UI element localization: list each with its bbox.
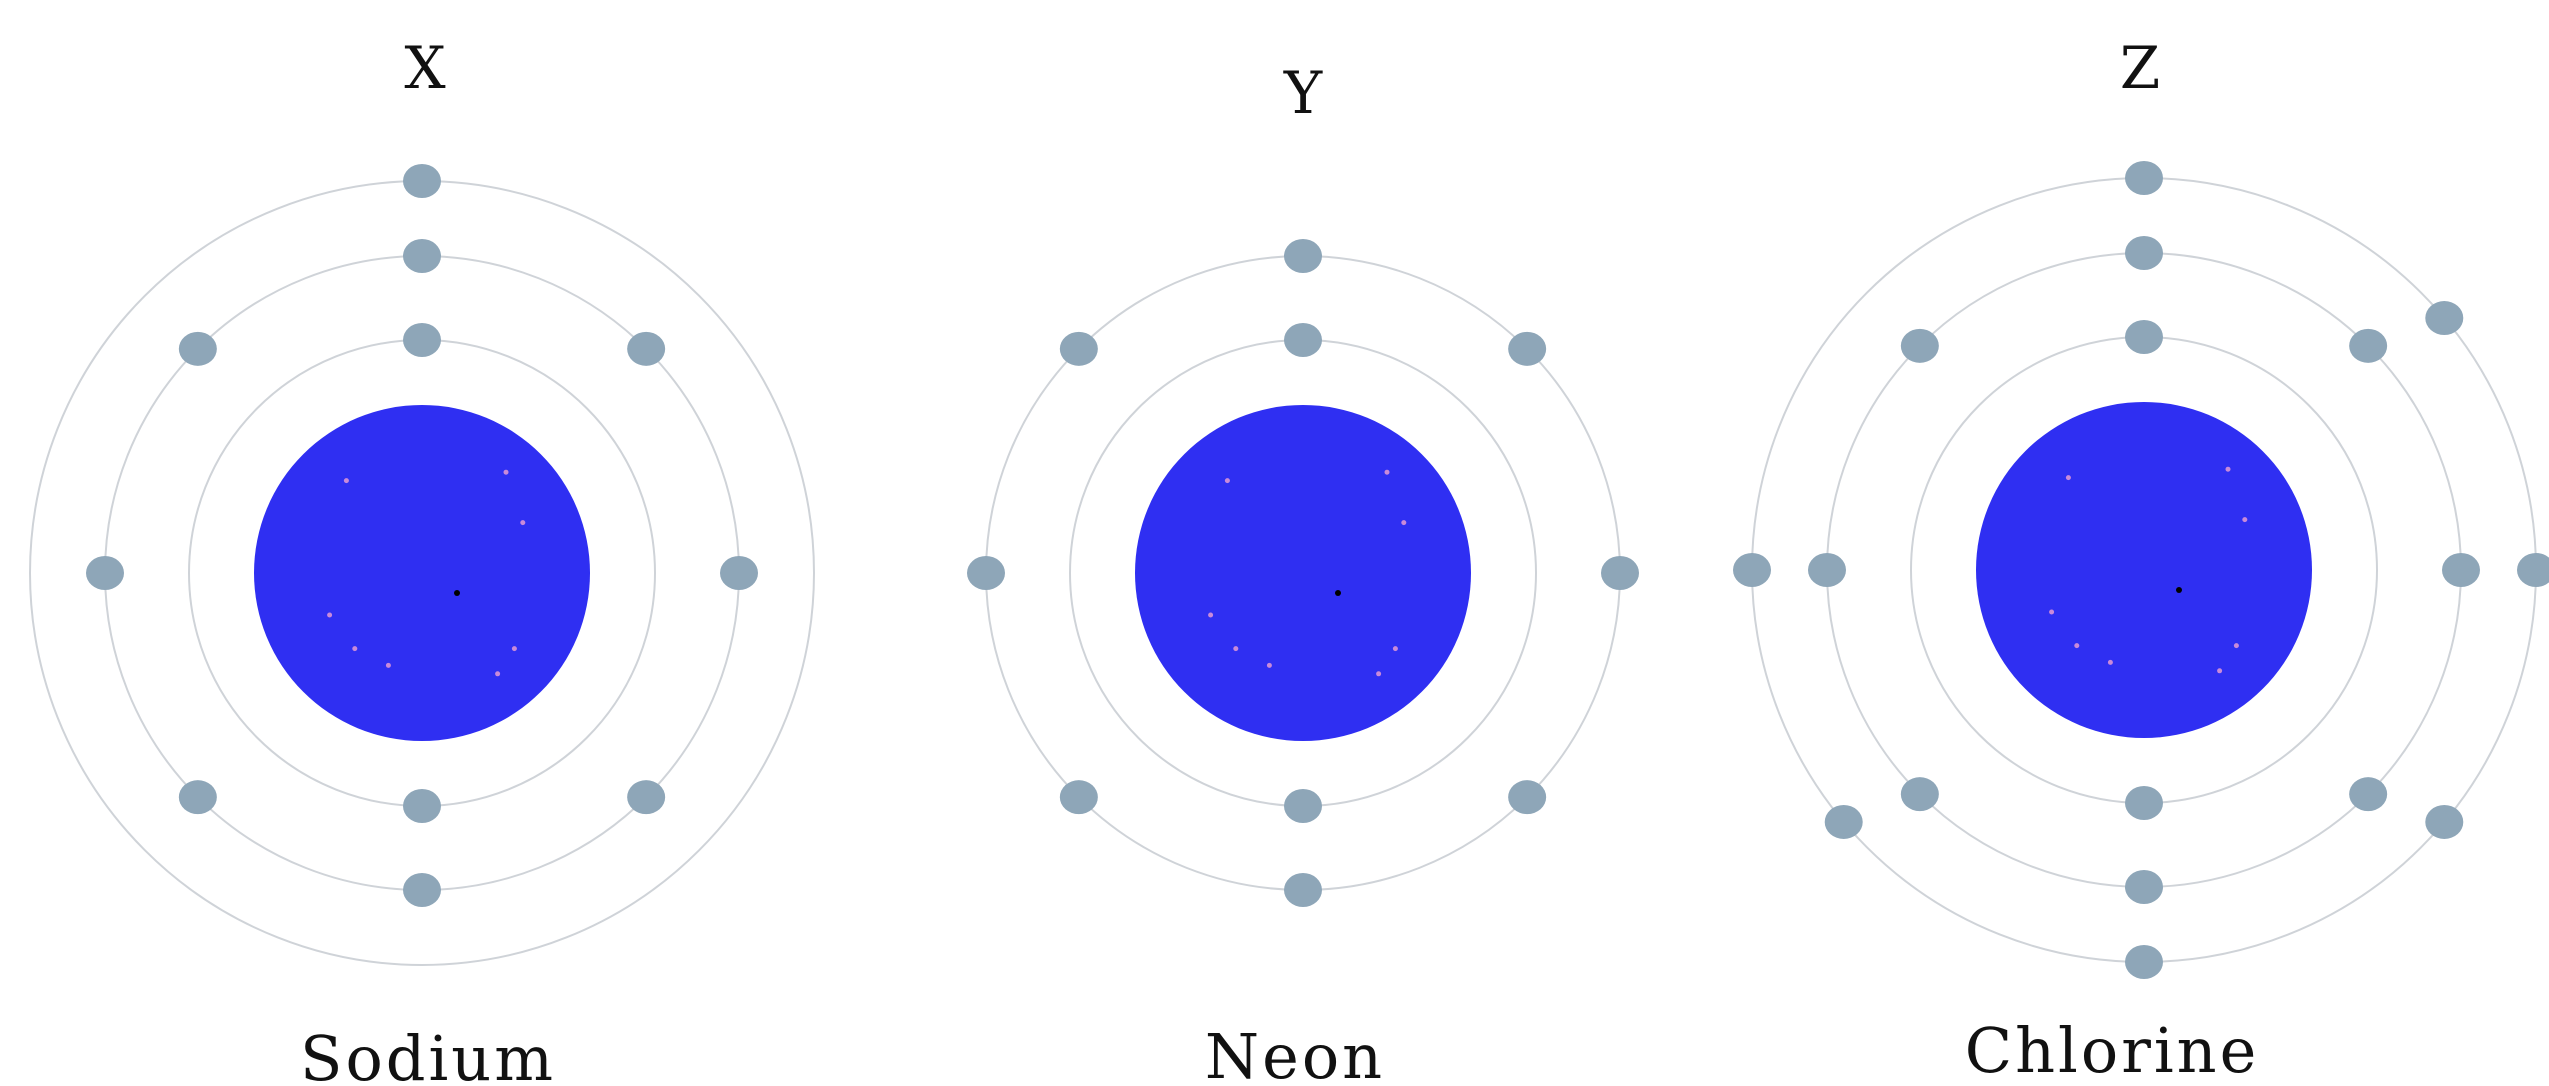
atom-z-nucleus-speck <box>2225 466 2231 472</box>
atom-y-nucleus-speck <box>1376 671 1382 677</box>
atom-z-shells <box>1733 161 2549 979</box>
atom-y-electron-shell-2-5 <box>1284 873 1322 907</box>
atom-z-electron-shell-2-4 <box>2349 777 2388 812</box>
atom-z-electron-shell-2-7 <box>1808 553 1846 587</box>
atom-x-nucleus-speck <box>511 646 517 652</box>
atom-y-nucleus-center <box>1335 590 1341 596</box>
atom-z-electron-shell-3-7 <box>1733 553 1771 587</box>
atom-z-electron-shell-3-2 <box>2425 301 2464 336</box>
atom-x-nucleus-speck <box>343 478 349 484</box>
atom-z-name: Chlorine <box>1965 1014 2260 1086</box>
atom-y-electron-shell-2-6 <box>1059 780 1098 815</box>
atom-y-electron-shell-2-1 <box>1284 239 1322 273</box>
atom-z: Z Chlorine <box>1733 34 2549 1086</box>
atom-x-nucleus-speck <box>503 469 509 475</box>
atom-z-letter: Z <box>2120 34 2160 102</box>
atom-x-electron-shell-2-2 <box>627 331 666 366</box>
atom-x: X Sodium <box>29 34 815 1086</box>
atom-x-electron-shell-3-1 <box>403 164 441 198</box>
atom-x-electron-shell-2-6 <box>178 780 217 815</box>
atom-z-electron-shell-2-5 <box>2125 870 2163 904</box>
atom-z-electron-shell-3-4 <box>2425 804 2464 839</box>
atom-x-nucleus <box>254 405 590 741</box>
atom-y-nucleus <box>1135 405 1471 741</box>
atom-x-shells <box>29 164 815 966</box>
atom-y-nucleus-speck <box>1392 646 1398 652</box>
atom-z-electron-shell-3-3 <box>2517 553 2549 587</box>
atom-y-nucleus-speck <box>1384 469 1390 475</box>
atom-z-electron-shell-2-8 <box>1900 328 1939 363</box>
atom-y-nucleus-speck <box>1208 612 1214 618</box>
atom-z-electron-shell-3-5 <box>2125 945 2163 979</box>
atom-z-nucleus-speck <box>2065 475 2071 481</box>
atom-z-nucleus-speck <box>2217 668 2223 674</box>
atom-z-electron-shell-2-6 <box>1900 777 1939 812</box>
atom-x-nucleus-speck <box>327 612 333 618</box>
atom-z-electron-shell-3-1 <box>2125 161 2163 195</box>
atom-x-electron-shell-1-1 <box>403 323 441 357</box>
atom-y-electron-shell-2-7 <box>967 556 1005 590</box>
atom-z-nucleus-center <box>2176 587 2182 593</box>
atom-x-nucleus-speck <box>520 520 526 526</box>
atom-y-letter: Y <box>1283 59 1323 127</box>
atom-x-nucleus-speck <box>385 662 391 668</box>
atom-x-electron-shell-2-3 <box>720 556 758 590</box>
atom-z-electron-shell-1-2 <box>2125 786 2163 820</box>
atom-y-nucleus-speck <box>1401 520 1407 526</box>
atom-z-nucleus <box>1976 402 2312 738</box>
atom-z-electron-shell-2-2 <box>2349 328 2388 363</box>
atom-y-shells <box>967 239 1639 907</box>
atom-y-electron-shell-1-1 <box>1284 323 1322 357</box>
atom-x-electron-shell-1-2 <box>403 789 441 823</box>
atom-y-nucleus-speck <box>1233 646 1239 652</box>
atom-x-nucleus-speck <box>495 671 501 677</box>
atom-y-electron-shell-1-2 <box>1284 789 1322 823</box>
atom-y-name: Neon <box>1205 1020 1385 1086</box>
atom-x-electron-shell-2-4 <box>627 780 666 815</box>
atom-y-nucleus-speck <box>1224 478 1230 484</box>
atom-x-electron-shell-2-8 <box>178 331 217 366</box>
atom-x-nucleus-center <box>454 590 460 596</box>
atom-z-nucleus-speck <box>2049 609 2055 615</box>
atom-x-name: Sodium <box>300 1022 556 1086</box>
atom-z-nucleus-speck <box>2233 643 2239 649</box>
atom-z-electron-shell-2-3 <box>2442 553 2480 587</box>
atom-y-nucleus-speck <box>1266 662 1272 668</box>
atom-z-nucleus-speck <box>2074 643 2080 649</box>
atom-x-letter: X <box>404 34 446 102</box>
atom-y-electron-shell-2-4 <box>1508 780 1547 815</box>
atom-x-nucleus-speck <box>352 646 358 652</box>
atom-x-electron-shell-2-7 <box>86 556 124 590</box>
atom-y: Y Neon <box>967 59 1639 1086</box>
atom-y-electron-shell-2-3 <box>1601 556 1639 590</box>
atom-z-electron-shell-1-1 <box>2125 320 2163 354</box>
atom-x-electron-shell-2-1 <box>403 239 441 273</box>
atom-z-nucleus-speck <box>2242 517 2248 523</box>
atom-y-electron-shell-2-8 <box>1059 331 1098 366</box>
atom-z-nucleus-speck <box>2107 659 2113 665</box>
atom-z-electron-shell-3-6 <box>1824 804 1863 839</box>
atom-z-electron-shell-2-1 <box>2125 236 2163 270</box>
atom-y-electron-shell-2-2 <box>1508 331 1547 366</box>
atom-x-electron-shell-2-5 <box>403 873 441 907</box>
